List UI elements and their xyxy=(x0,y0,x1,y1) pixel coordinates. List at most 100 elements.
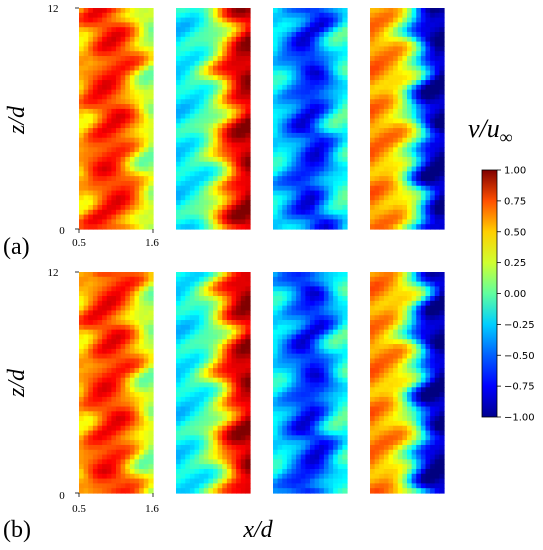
heatmap-cell xyxy=(129,358,136,364)
heatmap-cell xyxy=(328,12,334,19)
heatmap-cell xyxy=(116,12,122,19)
heatmap-cell xyxy=(300,36,306,43)
heatmap-cell xyxy=(277,387,283,393)
heatmap-cell xyxy=(305,209,311,216)
heatmap-cell xyxy=(277,51,283,57)
heatmap-cell xyxy=(231,27,237,33)
heatmap-cell xyxy=(286,219,293,225)
heatmap-cell xyxy=(337,209,343,216)
heatmap-cell xyxy=(337,420,343,427)
heatmap-cell xyxy=(416,27,422,33)
heatmap-cell xyxy=(240,224,246,230)
heatmap-cell xyxy=(236,300,242,307)
heatmap-cell xyxy=(397,185,403,192)
heatmap-cell xyxy=(319,348,325,355)
heatmap-cell xyxy=(434,219,440,225)
heatmap-cell xyxy=(323,99,330,105)
heatmap-cell xyxy=(291,396,297,403)
heatmap-cell xyxy=(185,214,191,220)
heatmap-cell xyxy=(383,180,390,187)
heatmap-cell xyxy=(213,276,219,283)
heatmap-cell xyxy=(185,75,191,81)
heatmap-cell xyxy=(208,17,214,24)
heatmap-cell xyxy=(199,276,205,283)
heatmap-cell xyxy=(203,286,209,292)
heatmap-cell xyxy=(217,435,223,441)
heatmap-cell xyxy=(319,17,325,24)
heatmap-cell xyxy=(314,276,320,283)
heatmap-cell xyxy=(430,70,436,76)
heatmap-cell xyxy=(92,17,99,24)
heatmap-cell xyxy=(139,281,145,288)
heatmap-cell xyxy=(291,12,297,19)
heatmap-cell xyxy=(310,180,316,187)
heatmap-cell xyxy=(199,132,205,139)
heatmap-cell xyxy=(370,190,376,196)
heatmap-cell xyxy=(407,17,413,24)
heatmap-cell xyxy=(374,51,380,57)
heatmap-cell xyxy=(300,156,306,163)
heatmap-cell xyxy=(189,315,196,321)
heatmap-cell xyxy=(102,411,108,417)
heatmap-cell xyxy=(333,411,339,417)
heatmap-cell xyxy=(106,104,112,110)
heatmap-cell xyxy=(189,180,196,187)
heatmap-cell xyxy=(120,435,126,441)
heatmap-cell xyxy=(213,377,219,384)
heatmap-cell xyxy=(300,8,306,14)
heatmap-cell xyxy=(397,161,403,168)
heatmap-cell xyxy=(245,185,251,192)
heatmap-cell xyxy=(222,195,228,201)
heatmap-cell xyxy=(176,281,182,288)
heatmap-cell xyxy=(236,406,242,412)
heatmap-cell xyxy=(310,152,316,158)
heatmap-cell xyxy=(102,94,108,100)
heatmap-cell xyxy=(231,84,237,91)
heatmap-cell xyxy=(194,387,200,393)
heatmap-cell xyxy=(180,147,186,153)
heatmap-cell xyxy=(208,444,214,451)
heatmap-cell xyxy=(328,147,334,153)
heatmap-cell xyxy=(305,51,311,57)
heatmap-cell xyxy=(222,483,228,489)
heatmap-cell xyxy=(111,377,117,384)
heatmap-cell xyxy=(430,118,436,124)
heatmap-cell xyxy=(300,377,306,384)
heatmap-cell xyxy=(203,123,209,129)
heatmap-cell xyxy=(342,329,348,336)
heatmap-cell xyxy=(189,137,196,144)
heatmap-cell xyxy=(129,296,136,302)
heatmap-cell xyxy=(148,80,154,86)
heatmap-cell xyxy=(305,368,311,374)
heatmap-cell xyxy=(143,200,149,206)
heatmap-cell xyxy=(393,12,399,19)
heatmap-cell xyxy=(129,123,136,129)
heatmap-cell xyxy=(88,291,94,297)
heatmap-cell xyxy=(291,272,297,278)
heatmap-cell xyxy=(199,123,205,129)
heatmap-cell xyxy=(231,17,237,24)
heatmap-cell xyxy=(125,200,131,206)
heatmap-cell xyxy=(282,286,288,292)
heatmap-cell xyxy=(402,176,408,182)
heatmap-cell xyxy=(430,137,436,144)
heatmap-cell xyxy=(305,363,311,369)
heatmap-cell xyxy=(296,372,302,379)
heatmap-cell xyxy=(388,70,394,76)
heatmap-cell xyxy=(434,180,440,187)
heatmap-cell xyxy=(323,368,330,374)
heatmap-cell xyxy=(305,108,311,115)
heatmap-cell xyxy=(245,478,251,484)
heatmap-cell xyxy=(213,310,219,316)
heatmap-cell xyxy=(148,161,154,168)
heatmap-cell xyxy=(134,128,140,134)
heatmap-cell xyxy=(199,60,205,67)
heatmap-cell xyxy=(213,411,219,417)
heatmap-cell xyxy=(434,108,440,115)
heatmap-cell xyxy=(388,108,394,115)
heatmap-cell xyxy=(222,60,228,67)
heatmap-cell xyxy=(245,291,251,297)
heatmap-cell xyxy=(213,200,219,206)
heatmap-cell xyxy=(97,348,103,355)
heatmap-cell xyxy=(120,219,126,225)
